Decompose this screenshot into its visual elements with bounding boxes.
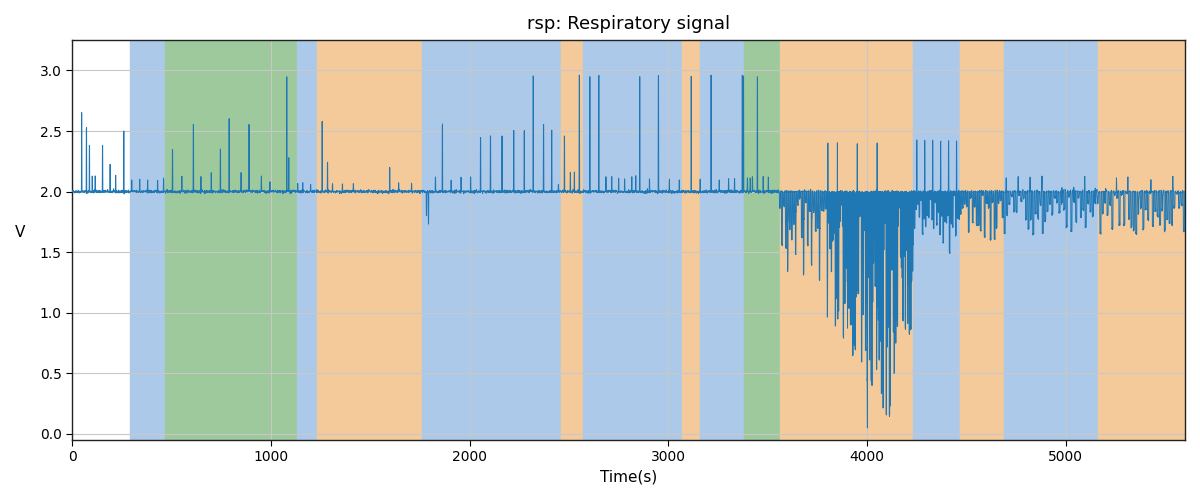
Bar xyxy=(296,40,317,440)
Bar xyxy=(960,40,1004,440)
Bar xyxy=(130,40,166,440)
Bar xyxy=(317,40,422,440)
Bar xyxy=(744,40,780,440)
Bar xyxy=(1004,40,1098,440)
Bar xyxy=(583,40,682,440)
Bar xyxy=(422,40,442,440)
Bar xyxy=(560,40,583,440)
Bar xyxy=(166,40,296,440)
Bar xyxy=(1098,40,1186,440)
Bar xyxy=(827,40,913,440)
Bar xyxy=(700,40,744,440)
Bar xyxy=(913,40,960,440)
Bar xyxy=(682,40,700,440)
Y-axis label: V: V xyxy=(14,225,25,240)
Bar xyxy=(442,40,560,440)
Bar xyxy=(780,40,827,440)
X-axis label: Time(s): Time(s) xyxy=(600,470,658,485)
Title: rsp: Respiratory signal: rsp: Respiratory signal xyxy=(527,15,730,33)
